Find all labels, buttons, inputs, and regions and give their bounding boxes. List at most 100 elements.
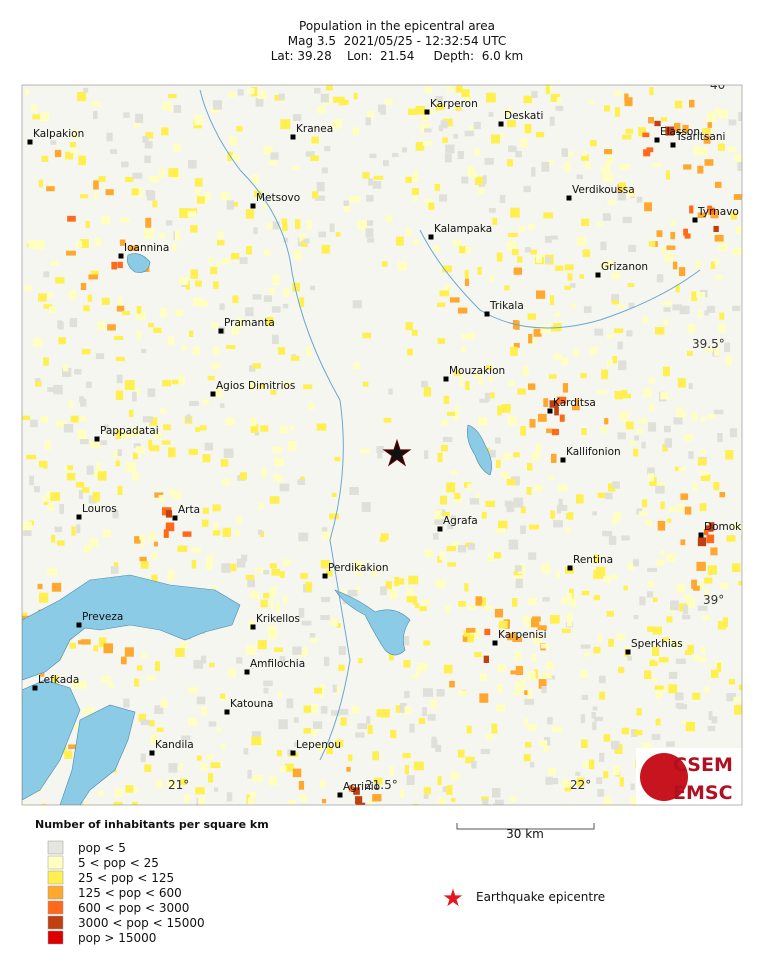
population-cell bbox=[590, 140, 597, 147]
population-cell bbox=[523, 95, 533, 104]
population-cell bbox=[63, 423, 74, 433]
population-cell bbox=[692, 483, 698, 491]
population-cell bbox=[701, 646, 706, 654]
population-cell bbox=[676, 583, 686, 593]
population-cell bbox=[249, 791, 256, 798]
population-cell bbox=[121, 161, 129, 168]
population-cell bbox=[608, 154, 614, 163]
population-cell bbox=[490, 392, 495, 399]
population-cell bbox=[606, 611, 615, 617]
population-cell bbox=[611, 300, 619, 305]
population-cell bbox=[403, 660, 411, 668]
population-cell bbox=[630, 440, 636, 446]
legend-swatch bbox=[47, 840, 64, 855]
population-cell bbox=[212, 504, 221, 512]
population-cell bbox=[581, 739, 588, 748]
river bbox=[199, 89, 351, 761]
population-cell bbox=[494, 608, 504, 618]
population-cell bbox=[671, 220, 676, 226]
population-cell bbox=[518, 226, 526, 232]
population-cell bbox=[210, 266, 218, 275]
population-cell bbox=[713, 481, 720, 491]
population-cell bbox=[495, 459, 501, 468]
population-cell bbox=[257, 90, 267, 100]
population-cell bbox=[377, 451, 383, 459]
population-cell bbox=[548, 374, 557, 379]
population-cell bbox=[23, 803, 30, 805]
population-cell bbox=[435, 744, 442, 753]
population-cell bbox=[501, 471, 509, 479]
population-cell bbox=[423, 640, 431, 646]
logo-text: EMSC bbox=[673, 782, 733, 804]
population-cell bbox=[66, 250, 76, 256]
population-cell bbox=[195, 280, 202, 287]
population-cell bbox=[508, 539, 519, 550]
population-cell bbox=[528, 552, 537, 560]
population-cell bbox=[158, 494, 165, 502]
population-cell bbox=[714, 181, 722, 188]
population-cell bbox=[392, 152, 399, 158]
population-cell bbox=[135, 387, 141, 395]
town-marker bbox=[290, 134, 296, 140]
population-cell bbox=[352, 127, 359, 136]
population-cell bbox=[28, 240, 36, 249]
population-cell bbox=[72, 680, 82, 689]
population-cell bbox=[662, 366, 670, 377]
population-cell bbox=[23, 529, 32, 537]
population-cell bbox=[606, 260, 614, 268]
population-cell bbox=[551, 453, 557, 463]
legend-label: 600 < pop < 3000 bbox=[78, 901, 189, 915]
population-cell bbox=[506, 478, 516, 486]
population-cell bbox=[529, 761, 535, 768]
population-cell bbox=[741, 773, 742, 779]
population-cell bbox=[513, 267, 523, 275]
population-cell bbox=[683, 594, 692, 601]
population-cell bbox=[232, 326, 239, 335]
population-cell bbox=[136, 665, 143, 671]
population-cell bbox=[592, 511, 597, 516]
population-cell bbox=[198, 300, 208, 307]
population-cell bbox=[437, 776, 442, 786]
population-cell bbox=[22, 521, 32, 531]
population-cell bbox=[433, 245, 440, 253]
population-cell bbox=[250, 417, 257, 427]
population-cell bbox=[707, 725, 716, 732]
population-cell bbox=[77, 91, 87, 102]
population-cell bbox=[648, 116, 654, 124]
population-cell bbox=[133, 443, 141, 448]
population-cell bbox=[449, 680, 455, 688]
population-cell bbox=[511, 597, 518, 607]
population-cell bbox=[272, 334, 279, 345]
population-cell bbox=[380, 709, 390, 718]
population-cell bbox=[395, 578, 405, 585]
population-cell bbox=[528, 524, 539, 530]
population-cell bbox=[698, 657, 708, 662]
population-cell bbox=[474, 176, 483, 185]
population-cell bbox=[528, 333, 533, 344]
population-cell bbox=[383, 160, 389, 167]
town-label: Domok bbox=[704, 521, 742, 533]
town-label: Karperon bbox=[430, 98, 478, 110]
population-cell bbox=[665, 170, 670, 180]
population-cell bbox=[325, 85, 333, 91]
population-cell bbox=[724, 342, 731, 352]
population-cell bbox=[710, 547, 718, 556]
population-cell bbox=[252, 294, 262, 300]
town-marker bbox=[244, 669, 250, 675]
population-cell bbox=[538, 740, 548, 747]
population-cell bbox=[497, 684, 503, 693]
population-cell bbox=[446, 785, 453, 795]
population-cell bbox=[619, 163, 630, 170]
population-cell bbox=[133, 123, 140, 128]
population-cell bbox=[83, 801, 89, 805]
population-cell bbox=[129, 245, 139, 251]
population-cell bbox=[355, 732, 365, 738]
population-cell bbox=[140, 719, 150, 726]
population-cell bbox=[388, 652, 394, 661]
population-cell bbox=[88, 274, 98, 280]
population-cell bbox=[149, 445, 160, 452]
population-cell bbox=[405, 227, 412, 237]
population-cell bbox=[495, 528, 505, 534]
population-cell bbox=[144, 141, 153, 149]
